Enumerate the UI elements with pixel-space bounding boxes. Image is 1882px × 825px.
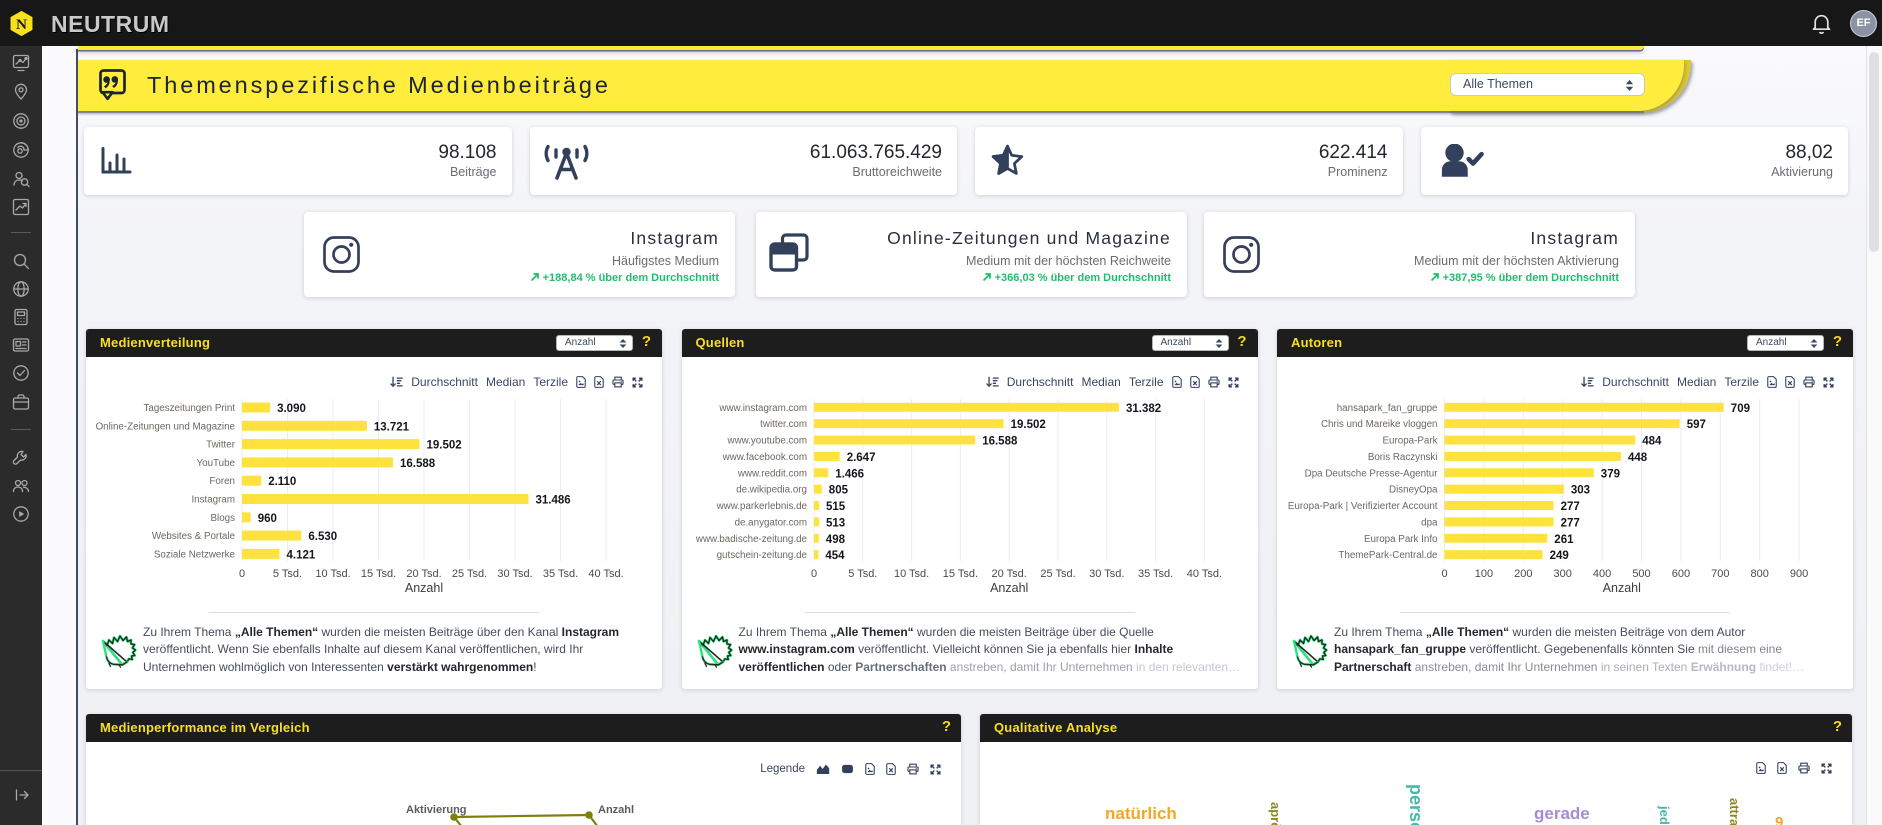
svg-text:Chris und Mareike vloggen: Chris und Mareike vloggen [1321, 419, 1438, 430]
svg-text:25 Tsd.: 25 Tsd. [452, 568, 487, 580]
svg-text:www.youtube.com: www.youtube.com [726, 436, 807, 447]
svg-text:Instagram: Instagram [191, 495, 235, 506]
svg-text:16.588: 16.588 [982, 436, 1018, 448]
svg-text:Europa Park Info: Europa Park Info [1364, 534, 1438, 545]
svg-text:379: 379 [1601, 468, 1620, 480]
svg-text:100: 100 [1475, 568, 1493, 580]
svg-text:Foren: Foren [209, 476, 235, 487]
svg-text:500: 500 [1632, 568, 1650, 580]
svg-text:35 Tsd.: 35 Tsd. [1137, 568, 1172, 580]
svg-text:249: 249 [1550, 550, 1569, 562]
svg-text:600: 600 [1672, 568, 1690, 580]
svg-text:ThemePark-Central.de: ThemePark-Central.de [1338, 550, 1438, 561]
svg-text:277: 277 [1561, 501, 1580, 513]
svg-text:40 Tsd.: 40 Tsd. [588, 568, 623, 580]
svg-text:30 Tsd.: 30 Tsd. [497, 568, 532, 580]
svg-text:31.486: 31.486 [536, 495, 571, 507]
svg-text:277: 277 [1561, 517, 1580, 529]
svg-text:Tageszeitungen Print: Tageszeitungen Print [144, 403, 236, 414]
svg-text:484: 484 [1642, 436, 1662, 448]
svg-text:700: 700 [1711, 568, 1729, 580]
svg-text:40 Tsd.: 40 Tsd. [1186, 568, 1221, 580]
svg-text:597: 597 [1687, 419, 1706, 431]
svg-text:Soziale Netzwerke: Soziale Netzwerke [154, 549, 236, 560]
svg-text:twitter.com: twitter.com [760, 419, 807, 430]
svg-text:960: 960 [258, 513, 277, 525]
svg-text:www.instagram.com: www.instagram.com [718, 403, 807, 414]
svg-text:900: 900 [1790, 568, 1808, 580]
svg-text:454: 454 [825, 550, 845, 562]
svg-text:3.090: 3.090 [277, 403, 306, 415]
svg-text:Online-Zeitungen und Magazine: Online-Zeitungen und Magazine [96, 421, 236, 432]
svg-text:Anzahl: Anzahl [990, 581, 1028, 595]
svg-text:Blogs: Blogs [210, 513, 235, 524]
svg-text:YouTube: YouTube [197, 458, 236, 469]
svg-text:N: N [16, 16, 27, 33]
svg-text:DisneyOpa: DisneyOpa [1389, 485, 1438, 496]
svg-text:805: 805 [828, 485, 848, 497]
svg-text:Websites & Portale: Websites & Portale [152, 531, 236, 542]
svg-text:5 Tsd.: 5 Tsd. [273, 568, 302, 580]
svg-text:gutschein-zeitung.de: gutschein-zeitung.de [716, 550, 807, 561]
svg-text:498: 498 [825, 534, 845, 546]
svg-text:10 Tsd.: 10 Tsd. [315, 568, 350, 580]
svg-text:Anzahl: Anzahl [405, 581, 443, 595]
svg-text:de.anygator.com: de.anygator.com [734, 517, 806, 528]
svg-text:Dpa Deutsche Presse-Agentur: Dpa Deutsche Presse-Agentur [1305, 468, 1439, 479]
svg-text:448: 448 [1628, 452, 1648, 464]
svg-text:303: 303 [1571, 485, 1590, 497]
svg-text:2.110: 2.110 [268, 476, 296, 488]
svg-text:4.121: 4.121 [287, 549, 316, 561]
svg-text:25 Tsd.: 25 Tsd. [1040, 568, 1075, 580]
svg-text:hansapark_fan_gruppe: hansapark_fan_gruppe [1337, 403, 1438, 414]
svg-text:513: 513 [826, 517, 845, 529]
svg-text:709: 709 [1731, 403, 1750, 415]
svg-text:16.588: 16.588 [400, 458, 436, 470]
svg-text:300: 300 [1554, 568, 1572, 580]
svg-text:0: 0 [1441, 568, 1447, 580]
svg-text:2.647: 2.647 [846, 452, 875, 464]
svg-text:200: 200 [1514, 568, 1532, 580]
svg-text:800: 800 [1751, 568, 1769, 580]
svg-text:19.502: 19.502 [1010, 419, 1045, 431]
svg-text:5 Tsd.: 5 Tsd. [848, 568, 877, 580]
svg-text:15 Tsd.: 15 Tsd. [942, 568, 977, 580]
svg-text:6.530: 6.530 [308, 531, 337, 543]
svg-text:15 Tsd.: 15 Tsd. [361, 568, 396, 580]
svg-text:www.parkerlebnis.de: www.parkerlebnis.de [715, 501, 807, 512]
svg-text:Twitter: Twitter [206, 440, 236, 451]
svg-text:19.502: 19.502 [427, 440, 462, 452]
svg-text:1.466: 1.466 [835, 468, 864, 480]
svg-text:www.reddit.com: www.reddit.com [736, 468, 806, 479]
svg-text:dpa: dpa [1421, 517, 1438, 528]
svg-text:400: 400 [1593, 568, 1611, 580]
svg-text:Europa-Park: Europa-Park [1383, 436, 1438, 447]
svg-text:0: 0 [810, 568, 816, 580]
svg-text:30 Tsd.: 30 Tsd. [1089, 568, 1124, 580]
svg-text:10 Tsd.: 10 Tsd. [893, 568, 928, 580]
svg-text:20 Tsd.: 20 Tsd. [991, 568, 1026, 580]
svg-text:www.facebook.com: www.facebook.com [721, 452, 806, 463]
svg-text:515: 515 [826, 501, 846, 513]
svg-text:de.wikipedia.org: de.wikipedia.org [736, 485, 807, 496]
svg-text:13.721: 13.721 [374, 421, 410, 433]
svg-text:261: 261 [1554, 534, 1574, 546]
svg-text:www.badische-zeitung.de: www.badische-zeitung.de [694, 534, 807, 545]
svg-text:Europa-Park | Verifizierter Ac: Europa-Park | Verifizierter Account [1288, 501, 1438, 512]
svg-text:31.382: 31.382 [1126, 403, 1161, 415]
svg-text:Anzahl: Anzahl [1603, 581, 1641, 595]
svg-text:20 Tsd.: 20 Tsd. [406, 568, 441, 580]
svg-text:35 Tsd.: 35 Tsd. [543, 568, 578, 580]
svg-text:Boris Raczynski: Boris Raczynski [1368, 452, 1438, 463]
svg-text:0: 0 [239, 568, 245, 580]
